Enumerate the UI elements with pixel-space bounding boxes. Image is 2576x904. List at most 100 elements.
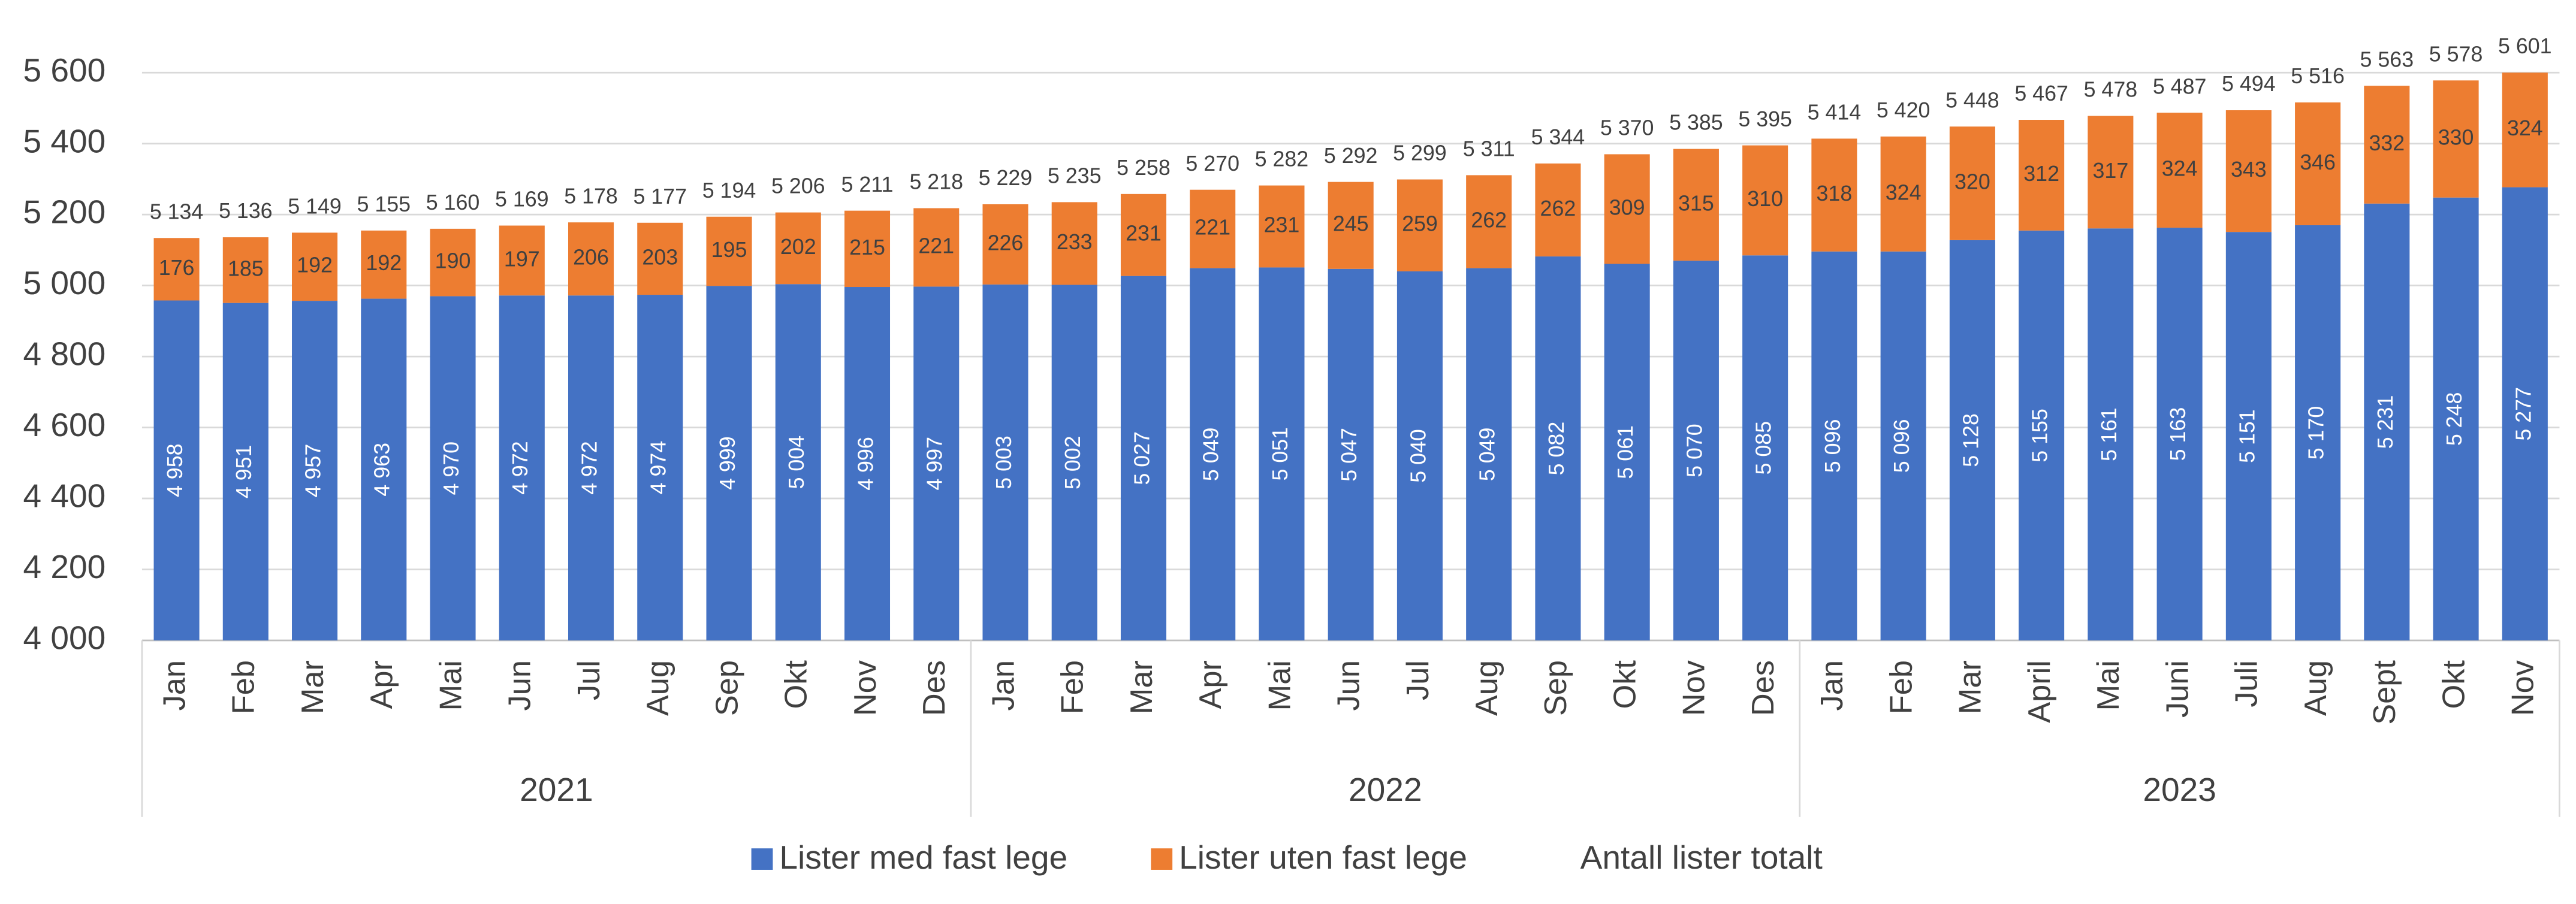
- x-tick-label: Aug: [2299, 660, 2333, 716]
- bar-segment: [1742, 145, 1788, 256]
- bar-segment: [1259, 267, 1305, 640]
- x-tick-label: Mar: [1953, 660, 1988, 714]
- bar-segment: [982, 284, 1028, 640]
- total-label: 5 178: [564, 184, 618, 208]
- total-label: 5 370: [1600, 116, 1654, 140]
- x-tick-label: Feb: [1884, 660, 1919, 714]
- data-label: 324: [1886, 180, 1922, 204]
- data-label: 231: [1264, 213, 1300, 237]
- plot-area: [153, 72, 2548, 640]
- y-tick-label: 4 800: [23, 335, 105, 373]
- data-label: 192: [366, 251, 402, 275]
- bar-segment: [361, 298, 407, 640]
- data-label: 5 049: [1199, 428, 1223, 482]
- data-label: 176: [159, 256, 195, 280]
- total-label: 5 194: [702, 179, 756, 202]
- bar-segment: [2433, 197, 2479, 640]
- bar-segment: [2364, 203, 2410, 640]
- bar-segment: [2019, 230, 2065, 640]
- legend-label: Lister med fast lege: [779, 839, 1067, 876]
- bar-segment: [2225, 232, 2272, 640]
- bar-segment: [499, 225, 545, 296]
- data-label: 259: [1402, 212, 1438, 236]
- data-label: 5 161: [2097, 407, 2121, 461]
- total-label: 5 136: [219, 199, 273, 223]
- data-label: 203: [642, 245, 678, 269]
- bar-segment: [430, 296, 476, 640]
- bar-segment: [1466, 268, 1512, 640]
- data-label: 324: [2507, 116, 2543, 140]
- bar-segment: [568, 222, 614, 296]
- data-label: 192: [297, 253, 333, 277]
- bar-segment: [1604, 264, 1650, 640]
- total-label: 5 258: [1117, 156, 1171, 180]
- data-label: 4 970: [439, 442, 463, 495]
- total-label: 5 155: [357, 192, 411, 216]
- x-tick-label: Nov: [2506, 660, 2541, 716]
- x-tick-label: Jan: [1815, 660, 1850, 710]
- total-label: 5 270: [1186, 152, 1239, 176]
- group-label: 2023: [2143, 771, 2216, 808]
- bar-segment: [1120, 194, 1166, 276]
- data-label: 5 061: [1613, 425, 1637, 479]
- data-label: 343: [2231, 158, 2267, 182]
- total-label: 5 160: [426, 191, 480, 214]
- data-label: 4 997: [923, 437, 947, 491]
- bar-segment: [1190, 189, 1236, 268]
- total-label: 5 134: [150, 199, 204, 223]
- total-label: 5 395: [1738, 107, 1792, 131]
- x-tick-label: Juli: [2230, 660, 2264, 708]
- total-label: 5 578: [2429, 42, 2483, 66]
- data-label: 4 972: [577, 441, 601, 495]
- data-label: 231: [1126, 222, 1162, 246]
- bar-segment: [1328, 268, 1374, 640]
- bar-segment: [706, 286, 752, 640]
- group-label: 2021: [520, 771, 593, 808]
- x-tick-label: Sep: [710, 660, 744, 716]
- data-label: 5 040: [1406, 429, 1430, 483]
- x-tick-label: Okt: [2436, 660, 2471, 709]
- x-tick-label: April: [2022, 660, 2057, 723]
- bar-segment: [1051, 285, 1097, 640]
- x-tick-label: Apr: [364, 660, 399, 709]
- y-tick-label: 5 600: [23, 52, 105, 89]
- x-tick-label: Mar: [1124, 660, 1159, 714]
- data-label: 5 163: [2166, 407, 2190, 461]
- y-tick-label: 4 400: [23, 477, 105, 515]
- data-label: 324: [2162, 157, 2198, 181]
- x-tick-label: Apr: [1193, 660, 1228, 709]
- data-label: 5 085: [1752, 421, 1776, 475]
- bar-segment: [844, 210, 891, 288]
- y-tick-label: 4 200: [23, 548, 105, 585]
- bar-segment: [1396, 271, 1443, 640]
- total-label: 5 601: [2498, 34, 2552, 58]
- data-label: 4 999: [716, 436, 740, 490]
- data-label: 346: [2300, 150, 2336, 174]
- total-label: 5 149: [288, 195, 342, 219]
- bar-segment: [913, 208, 960, 287]
- group-label: 2022: [1349, 771, 1422, 808]
- bar-segment: [1742, 255, 1788, 640]
- data-label: 5 231: [2373, 395, 2397, 449]
- total-label: 5 344: [1531, 125, 1585, 149]
- x-tick-label: Okt: [1607, 660, 1642, 709]
- bar-segment: [775, 284, 821, 640]
- data-label: 4 974: [647, 441, 671, 495]
- data-label: 233: [1057, 230, 1093, 254]
- data-label: 202: [780, 235, 816, 259]
- bar-segment: [1466, 175, 1512, 268]
- bar-segment: [2295, 225, 2341, 640]
- data-label: 5 047: [1337, 428, 1361, 482]
- x-tick-label: Nov: [1677, 660, 1712, 716]
- bar-segment: [153, 238, 200, 301]
- data-label: 4 958: [163, 443, 187, 497]
- x-tick-label: Jun: [503, 660, 538, 710]
- bar-segment: [1328, 182, 1374, 269]
- data-label: 4 996: [853, 437, 877, 491]
- x-tick-label: Des: [917, 660, 952, 716]
- bar-segment: [361, 230, 407, 299]
- bar-segment: [1880, 251, 1926, 640]
- data-label: 206: [573, 246, 609, 270]
- bar-segment: [1949, 126, 1995, 240]
